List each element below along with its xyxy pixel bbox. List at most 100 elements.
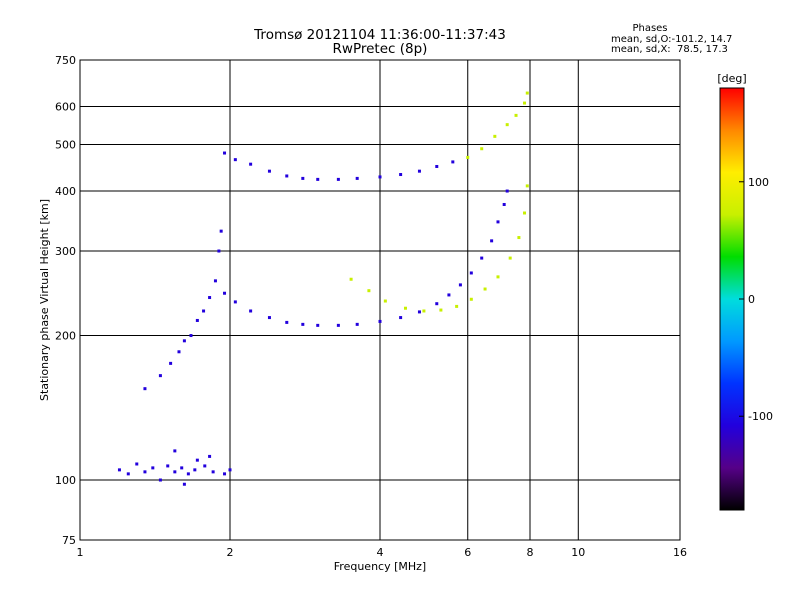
data-point — [378, 319, 382, 323]
y-tick-label: 500 — [55, 139, 76, 152]
data-point — [158, 478, 162, 482]
data-point — [203, 464, 207, 468]
data-point — [336, 177, 340, 181]
data-point — [417, 169, 421, 173]
data-point — [349, 277, 353, 281]
data-point — [249, 309, 253, 313]
data-point — [173, 449, 177, 453]
data-point — [195, 318, 199, 322]
data-point — [508, 256, 512, 260]
data-point — [435, 302, 439, 306]
data-point — [417, 310, 421, 314]
data-point — [151, 466, 155, 470]
data-point — [367, 289, 371, 293]
data-point — [208, 296, 212, 300]
data-point — [158, 374, 162, 378]
data-point — [219, 229, 223, 233]
y-tick-label: 400 — [55, 185, 76, 198]
colorbar-tick-label: 0 — [748, 293, 755, 306]
colorbar-label: [deg] — [717, 72, 746, 85]
y-axis-label: Stationary phase Virtual Height [km] — [38, 199, 51, 401]
data-point — [458, 283, 462, 287]
data-point — [143, 470, 147, 474]
data-point — [399, 173, 403, 177]
y-tick-label: 75 — [62, 534, 76, 547]
data-point — [193, 468, 197, 472]
data-point — [514, 113, 518, 117]
data-point — [490, 239, 494, 243]
data-point — [223, 151, 227, 155]
data-point — [285, 174, 289, 178]
data-point — [195, 458, 199, 462]
data-point — [355, 322, 359, 326]
data-point — [469, 271, 473, 275]
data-point — [223, 472, 227, 476]
data-point — [189, 334, 193, 338]
data-point — [439, 308, 443, 312]
chart-subtitle: RwPretec (8p) — [332, 41, 428, 57]
colorbar: [deg] 100 0 -100 — [717, 72, 773, 511]
data-point — [378, 175, 382, 179]
data-point — [117, 468, 121, 472]
phases-x-stats: mean, sd,X: 78.5, 17.3 — [611, 44, 728, 55]
data-point — [502, 202, 506, 206]
data-point — [182, 482, 186, 486]
data-point — [517, 236, 521, 240]
data-point — [496, 220, 500, 224]
data-point — [169, 361, 173, 365]
y-tick-label: 200 — [55, 330, 76, 343]
data-point — [180, 466, 184, 470]
data-point — [399, 316, 403, 320]
data-point — [480, 256, 484, 260]
data-point — [455, 304, 459, 308]
x-tick-label: 6 — [464, 546, 471, 559]
data-point — [505, 123, 509, 127]
x-tick-label: 1 — [77, 546, 84, 559]
data-point — [173, 470, 177, 474]
data-point — [435, 164, 439, 168]
data-point — [525, 184, 529, 188]
x-axis-label: Frequency [MHz] — [334, 560, 426, 573]
data-point — [267, 316, 271, 320]
data-point — [525, 91, 529, 95]
data-point — [267, 169, 271, 173]
data-point — [223, 291, 227, 295]
data-point — [213, 279, 217, 283]
data-point — [493, 134, 497, 138]
data-point — [202, 309, 206, 313]
data-point — [301, 322, 305, 326]
data-point — [355, 176, 359, 180]
data-point — [403, 306, 407, 310]
data-point — [316, 177, 320, 181]
data-point — [166, 464, 170, 468]
y-tick-label: 750 — [55, 54, 76, 67]
chart-title: Tromsø 20121104 11:36:00-11:37:43 — [254, 27, 506, 43]
data-point — [208, 454, 212, 458]
data-point — [336, 323, 340, 327]
data-point — [523, 101, 527, 105]
data-point — [523, 211, 527, 215]
plot-frame — [79, 59, 681, 541]
data-point — [228, 468, 232, 472]
data-point — [233, 300, 237, 304]
x-tick-label: 10 — [571, 546, 585, 559]
x-tick-label: 8 — [527, 546, 534, 559]
y-axis-ticks: 100 200 300 400 500 600 750 75 — [55, 54, 76, 547]
data-point — [496, 275, 500, 279]
colorbar-tick-label: 100 — [748, 176, 769, 189]
data-point — [480, 147, 484, 151]
data-point — [126, 472, 130, 476]
data-point — [135, 462, 139, 466]
data-point — [301, 176, 305, 180]
y-tick-label: 600 — [55, 101, 76, 114]
data-point — [466, 155, 470, 159]
data-point — [233, 158, 237, 162]
x-tick-label: 16 — [673, 546, 687, 559]
y-tick-label: 100 — [55, 474, 76, 487]
data-point — [177, 350, 181, 354]
data-point — [422, 309, 426, 313]
y-tick-label: 300 — [55, 245, 76, 258]
data-point — [451, 160, 455, 164]
x-tick-label: 4 — [377, 546, 384, 559]
